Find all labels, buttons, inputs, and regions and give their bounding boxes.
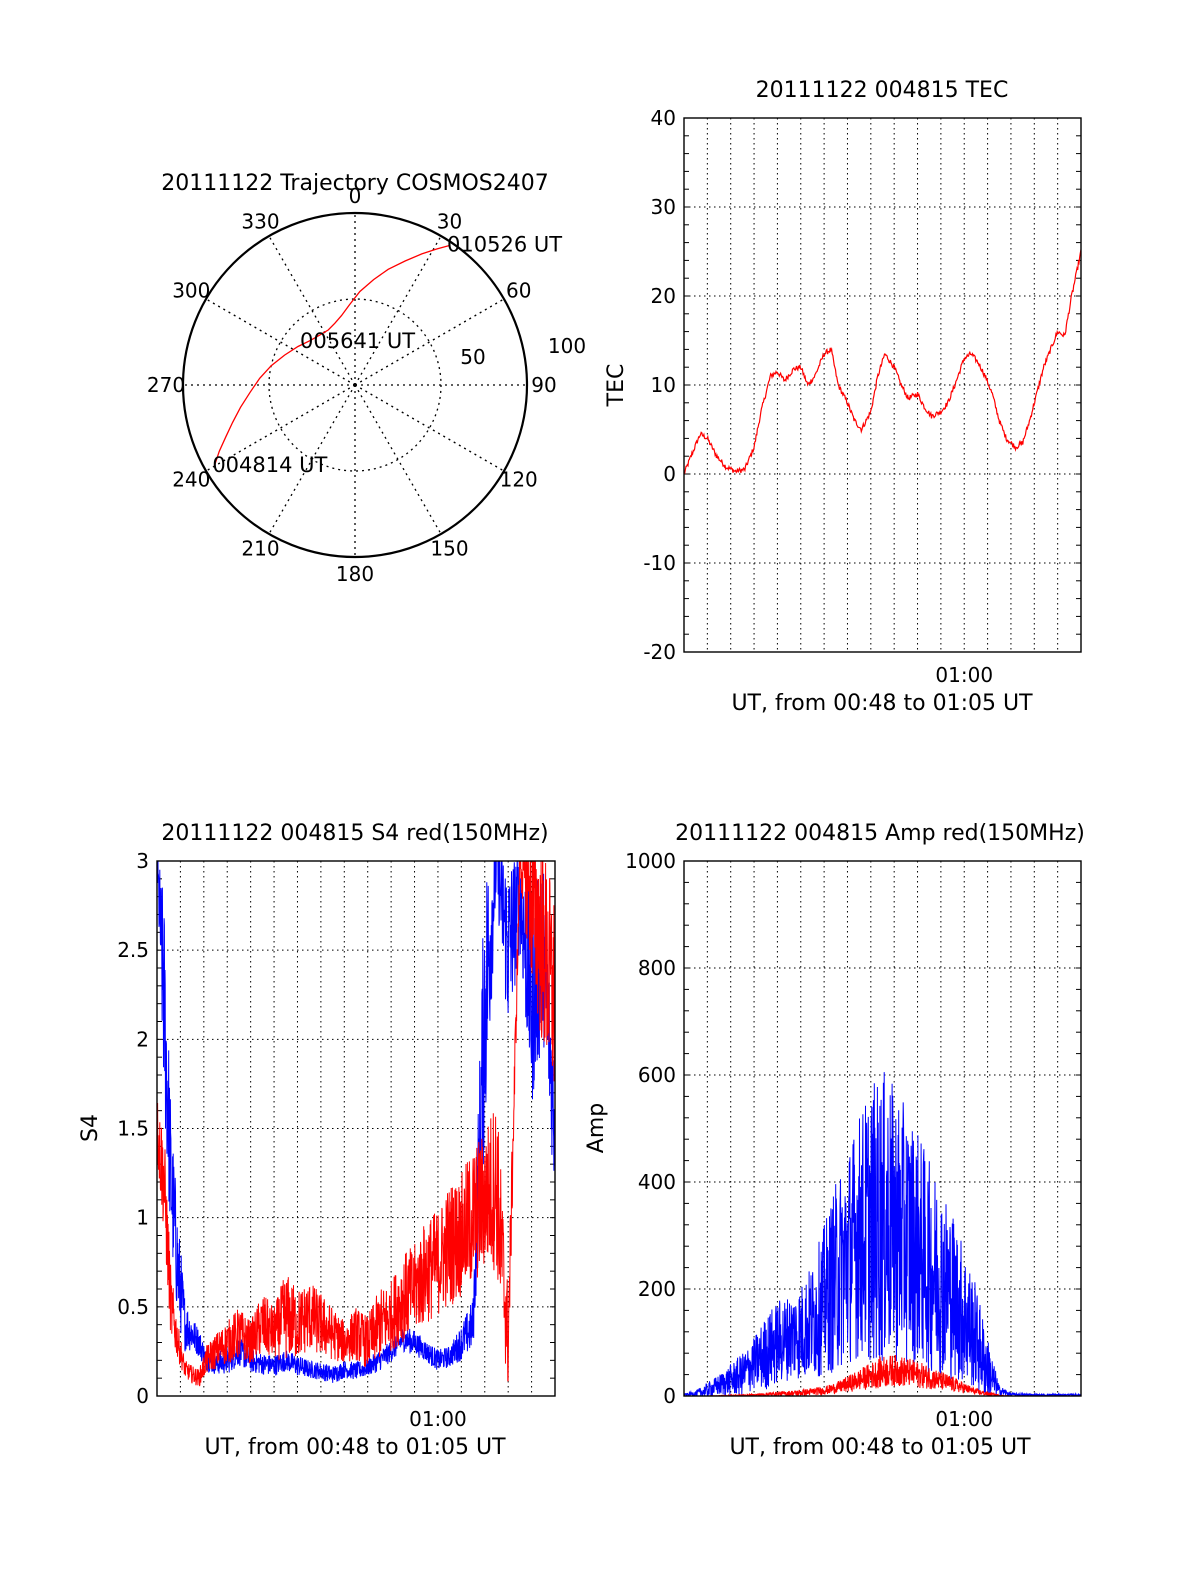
series-line-red	[684, 1354, 1081, 1396]
polar-start-label: 004814 UT	[212, 453, 327, 477]
polar-outer-circle	[181, 211, 529, 559]
polar-spoke-300	[205, 298, 356, 386]
polar-spoke-240	[205, 384, 356, 472]
y-tick-label: 40	[651, 106, 676, 130]
plot-frame	[683, 860, 1082, 1397]
y-tick-label: 3	[136, 849, 149, 873]
y-tick-label: 0	[136, 1384, 149, 1408]
polar-spoke-210	[268, 384, 356, 535]
y-tick-label: 2.5	[117, 938, 149, 962]
tec-xlabel: UT, from 00:48 to 01:05 UT	[731, 691, 1033, 716]
plot-area	[684, 1072, 1081, 1396]
series-line-red	[157, 861, 555, 1387]
amp-chart: 20111122 004815 Amp red(150MHz) UT, from…	[584, 821, 1085, 1460]
y-tick-label: 0	[663, 462, 676, 486]
polar-azimuth-label: 120	[500, 468, 538, 492]
x-tick-label: 01:00	[935, 663, 993, 687]
polar-azimuth-label: 180	[336, 562, 374, 586]
polar-azimuth-label: 210	[241, 537, 279, 561]
polar-azimuth-label: 150	[430, 537, 468, 561]
polar-trajectory-line	[213, 244, 450, 467]
y-tick-label: 200	[638, 1277, 676, 1301]
polar-spoke-60	[354, 298, 505, 386]
tec-chart: 20111122 004815 TEC UT, from 00:48 to 01…	[604, 78, 1082, 716]
x-tick-label: 01:00	[409, 1407, 467, 1431]
polar-mid-label: 005641 UT	[300, 329, 415, 353]
polar-trajectory-chart: 20111122 Trajectory COSMOS2407 0 30 60 90 12…	[147, 171, 586, 586]
amp-ylabel: Amp	[584, 1103, 609, 1153]
polar-radial-label: 100	[548, 334, 586, 358]
y-tick-label: 400	[638, 1170, 676, 1194]
polar-azimuth-label: 300	[172, 279, 210, 303]
polar-azimuth-label: 30	[437, 209, 462, 233]
polar-spoke-120	[354, 384, 505, 472]
y-tick-label: 10	[651, 373, 676, 397]
y-tick-label: 1000	[625, 849, 676, 873]
y-tick-label: 30	[651, 195, 676, 219]
polar-title: 20111122 Trajectory COSMOS2407	[161, 171, 548, 196]
polar-spoke-330	[268, 235, 356, 386]
y-tick-label: 20	[651, 284, 676, 308]
y-tick-label: -10	[643, 551, 676, 575]
s4-ylabel: S4	[78, 1114, 103, 1142]
x-tick-label: 01:00	[935, 1407, 993, 1431]
y-tick-label: 600	[638, 1063, 676, 1087]
polar-spoke-30	[354, 235, 442, 386]
y-tick-label: 0	[663, 1384, 676, 1408]
amp-xlabel: UT, from 00:48 to 01:05 UT	[729, 1435, 1031, 1460]
polar-azimuth-label: 330	[241, 209, 279, 233]
y-tick-label: 2	[136, 1027, 149, 1051]
polar-azimuth-label: 0	[349, 184, 362, 208]
s4-chart: 20111122 004815 S4 red(150MHz) UT, from …	[78, 821, 556, 1460]
polar-azimuth-label: 270	[147, 373, 185, 397]
y-tick-label: 0.5	[117, 1295, 149, 1319]
tec-title: 20111122 004815 TEC	[756, 78, 1009, 103]
plot-area	[157, 861, 555, 1387]
s4-xlabel: UT, from 00:48 to 01:05 UT	[204, 1435, 506, 1460]
amp-title: 20111122 004815 Amp red(150MHz)	[675, 821, 1085, 846]
y-tick-label: 800	[638, 956, 676, 980]
polar-radial-label: 50	[460, 345, 485, 369]
series-line-blue	[684, 1072, 1081, 1396]
polar-spoke-150	[354, 384, 442, 535]
plot-area	[684, 249, 1081, 475]
y-tick-label: -20	[643, 640, 676, 664]
series-line-blue	[157, 861, 555, 1383]
polar-azimuth-label: 240	[172, 468, 210, 492]
plot-frame	[683, 117, 1082, 653]
y-tick-label: 1.5	[117, 1117, 149, 1141]
y-tick-label: 1	[136, 1206, 149, 1230]
polar-end-label: 010526 UT	[447, 233, 562, 257]
s4-title: 20111122 004815 S4 red(150MHz)	[161, 821, 548, 846]
tec-ylabel: TEC	[604, 364, 629, 408]
polar-azimuth-label: 60	[506, 279, 531, 303]
polar-azimuth-label: 90	[531, 373, 556, 397]
series-line-red	[684, 249, 1081, 475]
plot-frame	[156, 860, 556, 1397]
